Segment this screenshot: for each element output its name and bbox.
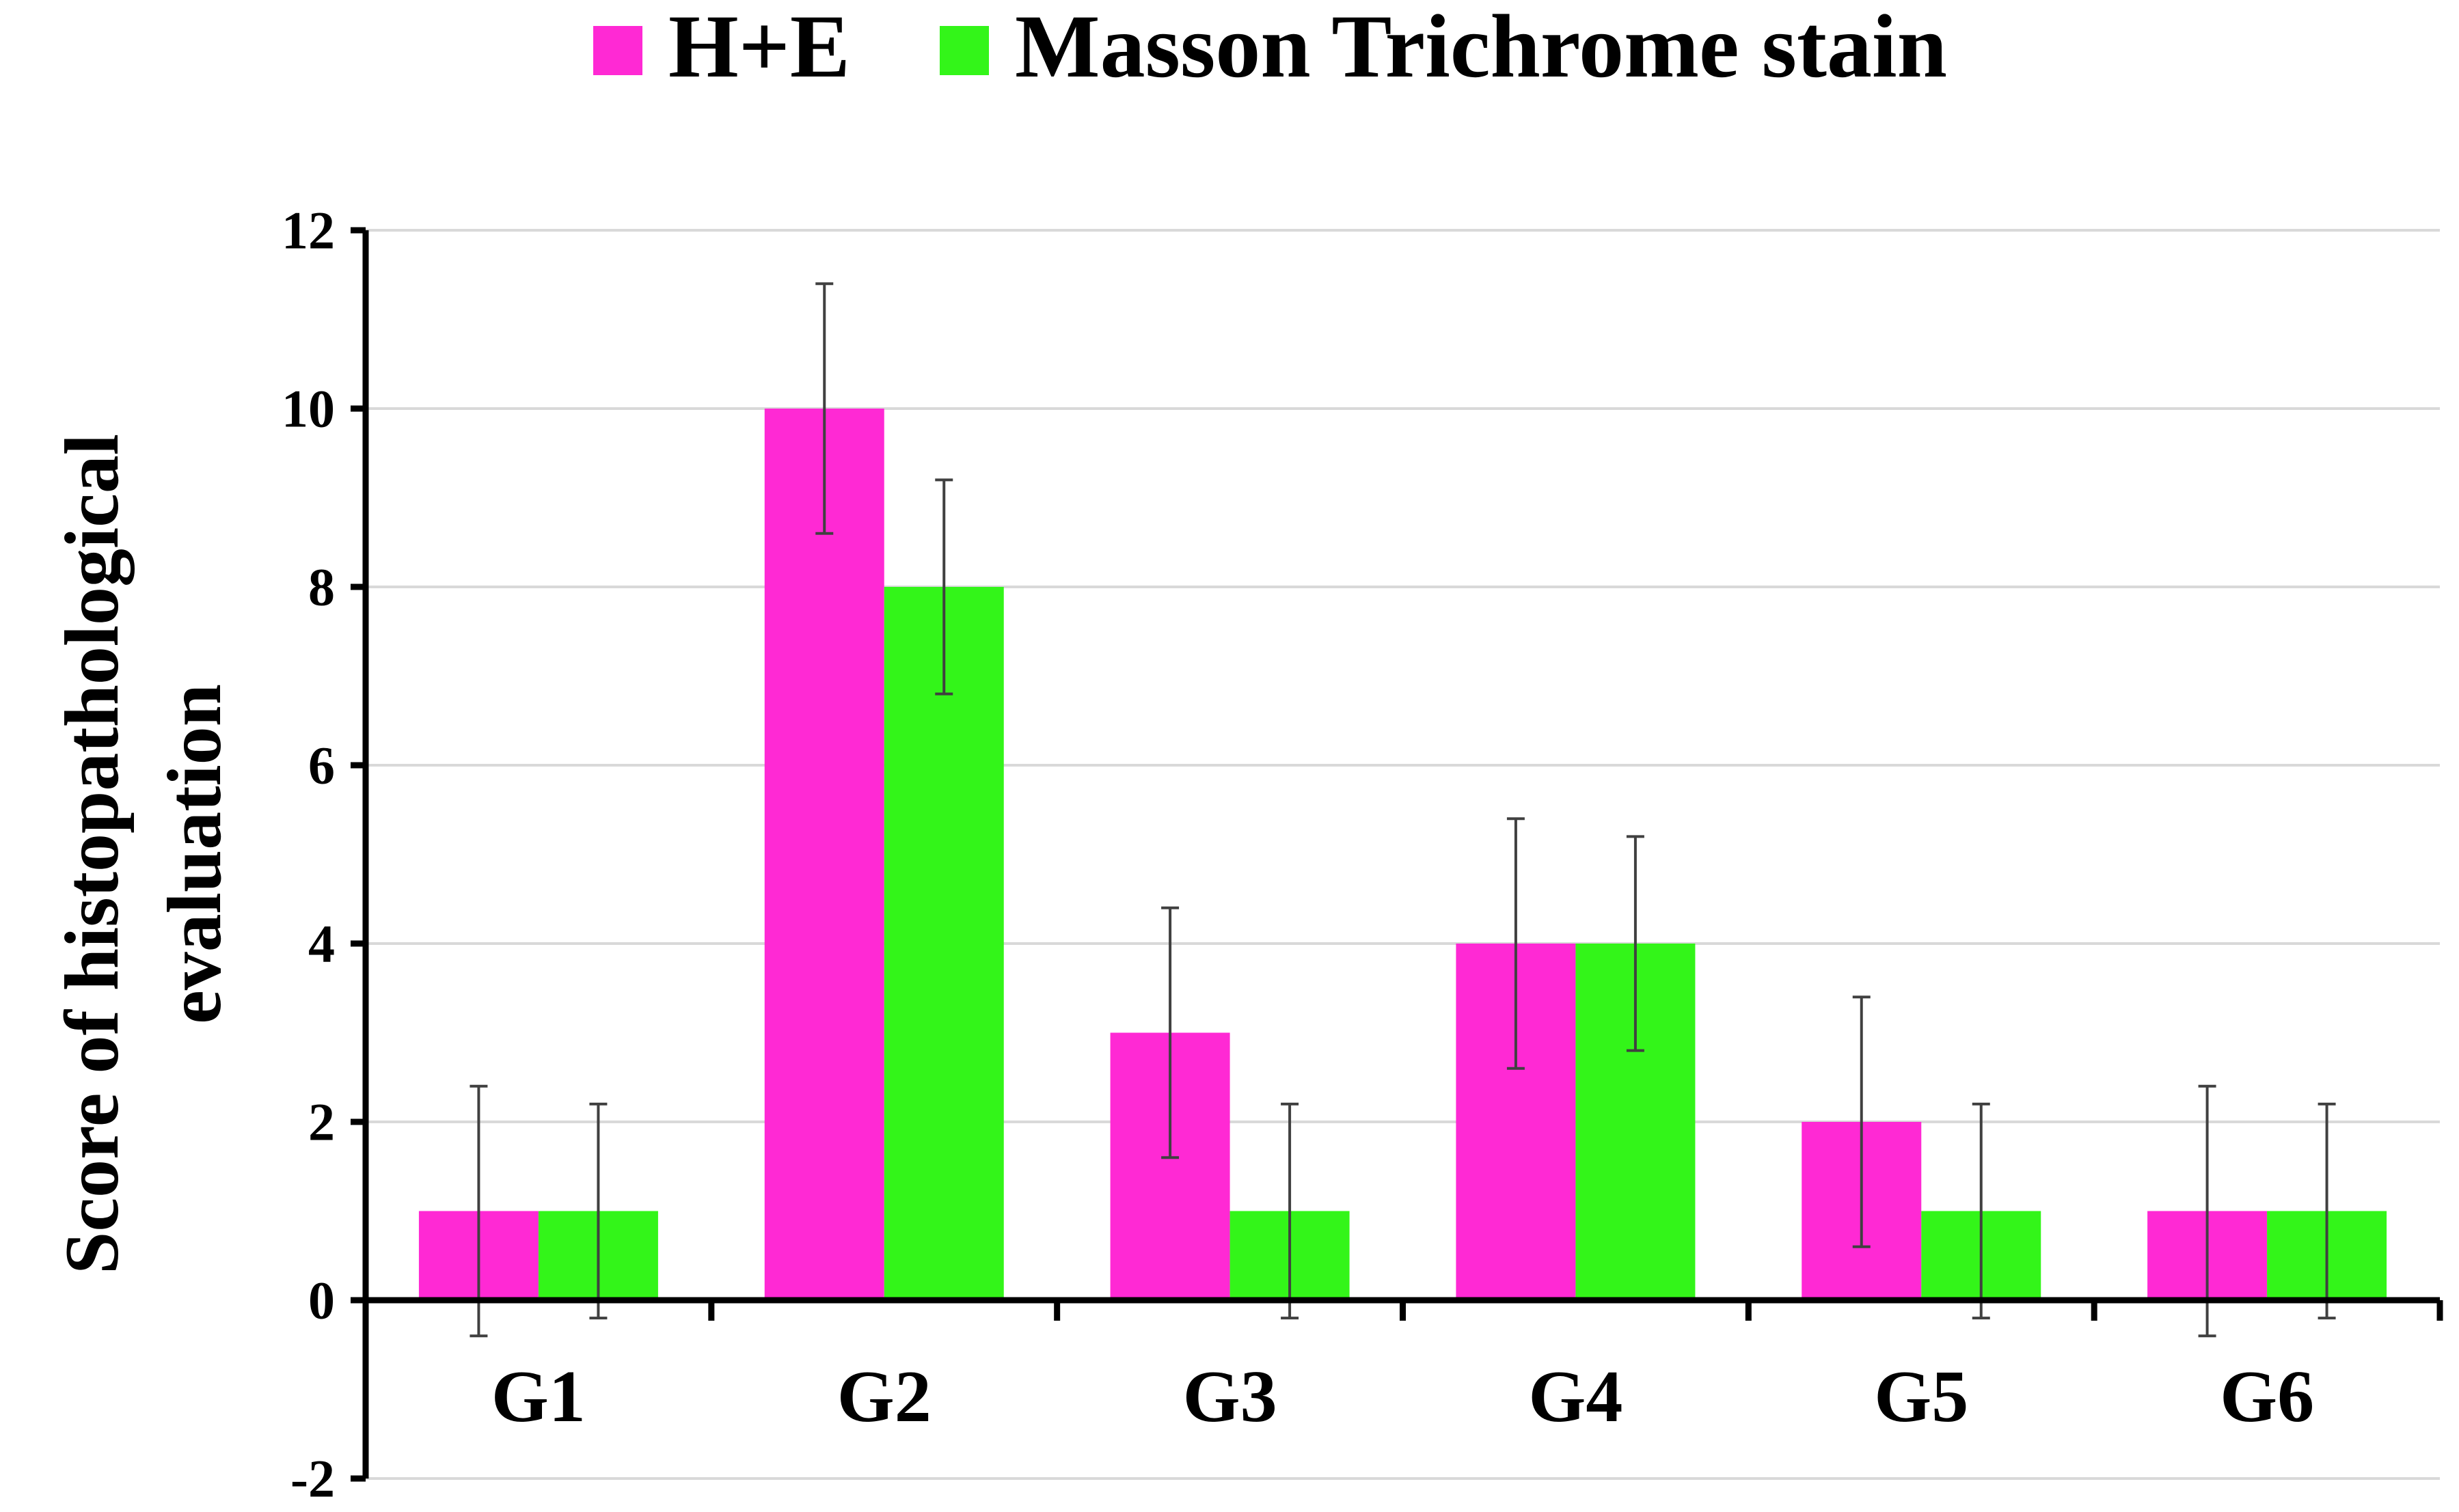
x-tick-label-g6: G6 [2220, 1356, 2314, 1438]
y-axis-title: Score of histopathological evaluation [50, 434, 237, 1274]
y-tick-labels: -2 0 2 4 6 8 10 12 [282, 201, 335, 1509]
y-axis-title-line-2: evaluation [152, 684, 237, 1024]
bars [418, 409, 2387, 1300]
legend-swatch-series2 [940, 26, 989, 75]
y-tick-label-10: 10 [282, 379, 335, 439]
legend-label-series1: H+E [668, 0, 850, 96]
y-tick-label-0: 0 [308, 1271, 335, 1330]
x-tick-labels: G1 G2 G3 G4 G5 G6 [491, 1356, 2314, 1438]
axes [351, 227, 2443, 1482]
y-tick-label-8: 8 [308, 558, 335, 617]
x-tick-label-g2: G2 [837, 1356, 932, 1438]
x-tick-label-g4: G4 [1528, 1356, 1622, 1438]
legend: H+E Masson Trichrome stain [593, 0, 1947, 96]
error-bars [470, 282, 2336, 1338]
bar-g2-series2 [884, 587, 1004, 1300]
legend-label-series2: Masson Trichrome stain [1015, 0, 1947, 96]
x-tick-label-g3: G3 [1183, 1356, 1277, 1438]
y-tick-label-2: 2 [308, 1092, 335, 1152]
y-tick-label-6: 6 [308, 736, 335, 795]
x-tick-label-g5: G5 [1874, 1356, 1968, 1438]
gridlines [366, 229, 2440, 1480]
legend-swatch-series1 [593, 26, 642, 75]
bar-g2-series1 [764, 409, 884, 1300]
y-tick-label-4: 4 [308, 914, 335, 974]
x-tick-label-g1: G1 [491, 1356, 586, 1438]
y-tick-label--2: -2 [290, 1449, 335, 1509]
y-axis-title-line-1: Score of histopathological [50, 434, 135, 1274]
y-tick-label-12: 12 [282, 201, 335, 260]
